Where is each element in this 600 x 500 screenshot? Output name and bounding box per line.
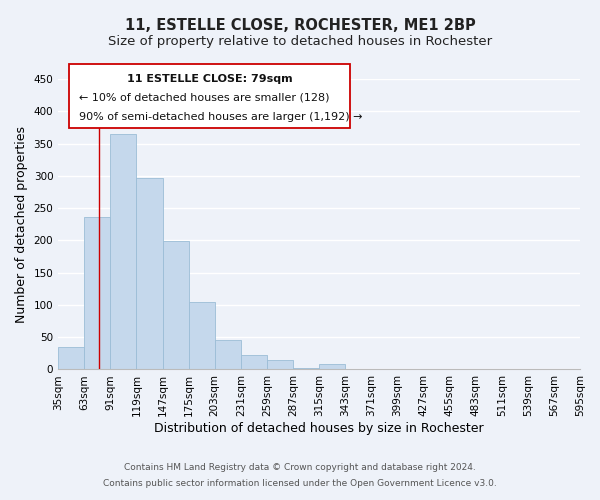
Text: 11 ESTELLE CLOSE: 79sqm: 11 ESTELLE CLOSE: 79sqm xyxy=(127,74,292,84)
Text: ← 10% of detached houses are smaller (128): ← 10% of detached houses are smaller (12… xyxy=(79,92,329,102)
Text: Contains HM Land Registry data © Crown copyright and database right 2024.: Contains HM Land Registry data © Crown c… xyxy=(124,464,476,472)
Text: 11, ESTELLE CLOSE, ROCHESTER, ME1 2BP: 11, ESTELLE CLOSE, ROCHESTER, ME1 2BP xyxy=(125,18,475,32)
Bar xyxy=(163,241,188,370)
Bar xyxy=(136,178,163,370)
X-axis label: Distribution of detached houses by size in Rochester: Distribution of detached houses by size … xyxy=(154,422,484,435)
Y-axis label: Number of detached properties: Number of detached properties xyxy=(15,126,28,322)
Bar xyxy=(188,302,215,370)
Text: 90% of semi-detached houses are larger (1,192) →: 90% of semi-detached houses are larger (… xyxy=(79,112,362,122)
Bar xyxy=(84,217,110,370)
Bar xyxy=(58,347,84,370)
FancyBboxPatch shape xyxy=(68,64,350,128)
Bar xyxy=(319,364,345,370)
Bar xyxy=(110,134,136,370)
Bar xyxy=(241,356,267,370)
Text: Size of property relative to detached houses in Rochester: Size of property relative to detached ho… xyxy=(108,35,492,48)
Bar xyxy=(215,340,241,370)
Text: Contains public sector information licensed under the Open Government Licence v3: Contains public sector information licen… xyxy=(103,478,497,488)
Bar xyxy=(267,360,293,370)
Bar xyxy=(293,368,319,370)
